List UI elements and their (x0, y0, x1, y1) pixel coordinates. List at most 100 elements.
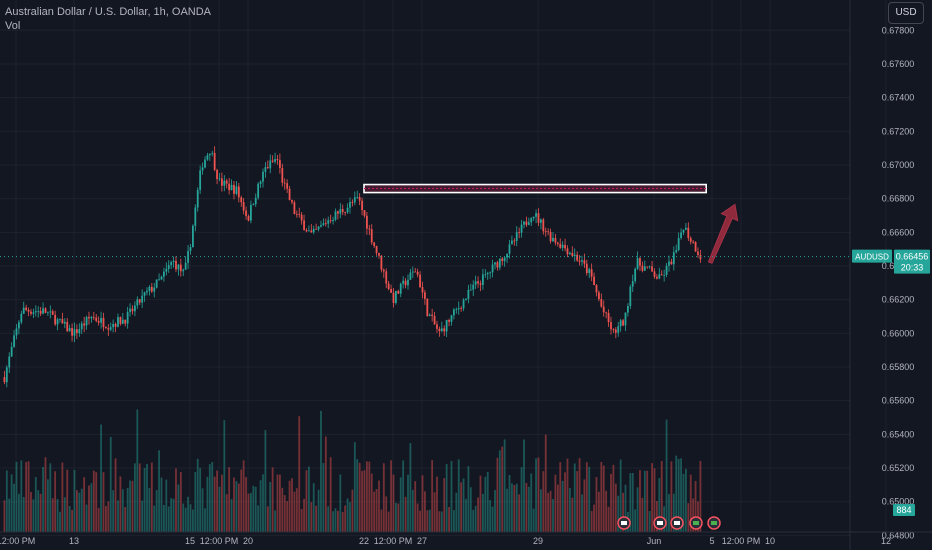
candle-body (564, 244, 566, 249)
volume-bar (216, 470, 218, 532)
price-tick-label: 0.65600 (882, 396, 915, 406)
candle-body (617, 326, 620, 333)
symbol-tag (852, 249, 892, 263)
volume-bar (370, 473, 373, 532)
candle-body (158, 279, 160, 281)
volume-bar (421, 475, 424, 532)
volume-bar (489, 500, 492, 532)
candle-body (675, 250, 678, 253)
volume-bar (146, 464, 148, 532)
candle-body (286, 183, 289, 189)
currency-button[interactable]: USD (888, 2, 924, 24)
volume-tag (893, 504, 915, 516)
candle-body (95, 317, 98, 321)
volume-bar (482, 493, 484, 532)
candle-body (385, 271, 388, 284)
price-tick-label: 0.67000 (882, 160, 915, 170)
volume-bar (414, 481, 417, 532)
au-flag-event-icon[interactable] (707, 516, 721, 530)
candle-body (351, 202, 354, 203)
volume-bar (175, 468, 177, 532)
candle-body (622, 320, 624, 326)
candle-body (409, 272, 412, 280)
volume-bar (699, 460, 702, 532)
candle-body (247, 215, 250, 221)
volume-bar (5, 470, 8, 532)
us-flag-event-icon[interactable] (653, 516, 667, 530)
volume-bar (3, 500, 6, 532)
candle-body (163, 271, 165, 277)
candle-body (73, 329, 76, 336)
volume-bar (155, 490, 158, 532)
volume-bar (564, 472, 566, 532)
volume-bar (486, 471, 489, 532)
volume-bar (97, 507, 100, 532)
au-flag-event-icon[interactable] (689, 516, 703, 530)
volume-bar (279, 474, 281, 532)
volume-bar (339, 474, 342, 532)
candle-body (672, 252, 675, 265)
candle-body (687, 227, 690, 238)
us-flag-event-icon[interactable] (617, 516, 631, 530)
symbol-title[interactable]: Australian Dollar / U.S. Dollar, 1h, OAN… (5, 6, 212, 18)
volume-bar (506, 488, 508, 532)
candle-body (10, 346, 13, 357)
candle-body (578, 260, 581, 262)
candle-body (76, 329, 78, 334)
volume-bar (54, 471, 57, 532)
volume-bar (472, 509, 475, 532)
candle-body (455, 309, 458, 310)
volume-bar (366, 461, 368, 532)
time-tick-label: 20 (243, 536, 253, 546)
candle-body (607, 312, 610, 323)
volume-bar (494, 489, 496, 532)
candle-body (583, 260, 586, 264)
volume-bar (634, 509, 637, 532)
volume-bar (266, 506, 269, 532)
volume-bar (150, 462, 153, 532)
volume-bar (653, 468, 656, 532)
volume-bar (491, 506, 494, 532)
volume-bar (204, 508, 206, 532)
volume-bar (607, 506, 610, 532)
candle-body (90, 317, 93, 319)
volume-bar (262, 474, 264, 532)
volume-bar (496, 457, 499, 532)
volume-bar (397, 503, 400, 532)
candle-body (428, 314, 431, 317)
candle-body (97, 320, 100, 323)
candle-body (107, 328, 110, 330)
volume-bar (44, 457, 47, 532)
volume-bar (27, 461, 30, 532)
volume-bar (34, 477, 37, 532)
candle-body (619, 320, 622, 327)
time-axis[interactable]: 12:00 PM 13 15 12:00 PM 20 22 12:00 PM 27 29 Jun 5… (0, 531, 932, 546)
price-axis[interactable]: 0.67800 0.67600 0.67400 0.67200 0.67000 0.668… (849, 0, 915, 550)
volume-bar (610, 473, 612, 532)
volume-bar (402, 460, 405, 532)
candle-body (486, 272, 489, 274)
volume-bar (409, 443, 412, 532)
volume-bar (189, 504, 192, 532)
volume-label[interactable]: Vol (5, 20, 21, 32)
candle-body (235, 186, 238, 194)
price-tick-label: 0.64800 (882, 530, 915, 540)
volume-bar (530, 473, 533, 532)
us-flag-event-icon[interactable] (670, 516, 684, 530)
price-candles (3, 146, 702, 388)
time-tick-label: 12 (881, 536, 891, 546)
volume-bar (361, 470, 363, 532)
candle-body (482, 274, 484, 285)
economic-events[interactable] (617, 516, 721, 530)
time-tick-label: 13 (69, 536, 79, 546)
candle-body (293, 202, 296, 214)
candle-body (179, 264, 182, 272)
candle-body (83, 323, 86, 326)
candle-body (112, 324, 115, 328)
volume-bar (167, 506, 170, 532)
volume-bar (315, 505, 318, 532)
volume-bar (8, 498, 11, 532)
candle-body (375, 245, 378, 254)
candle-body (199, 170, 202, 190)
